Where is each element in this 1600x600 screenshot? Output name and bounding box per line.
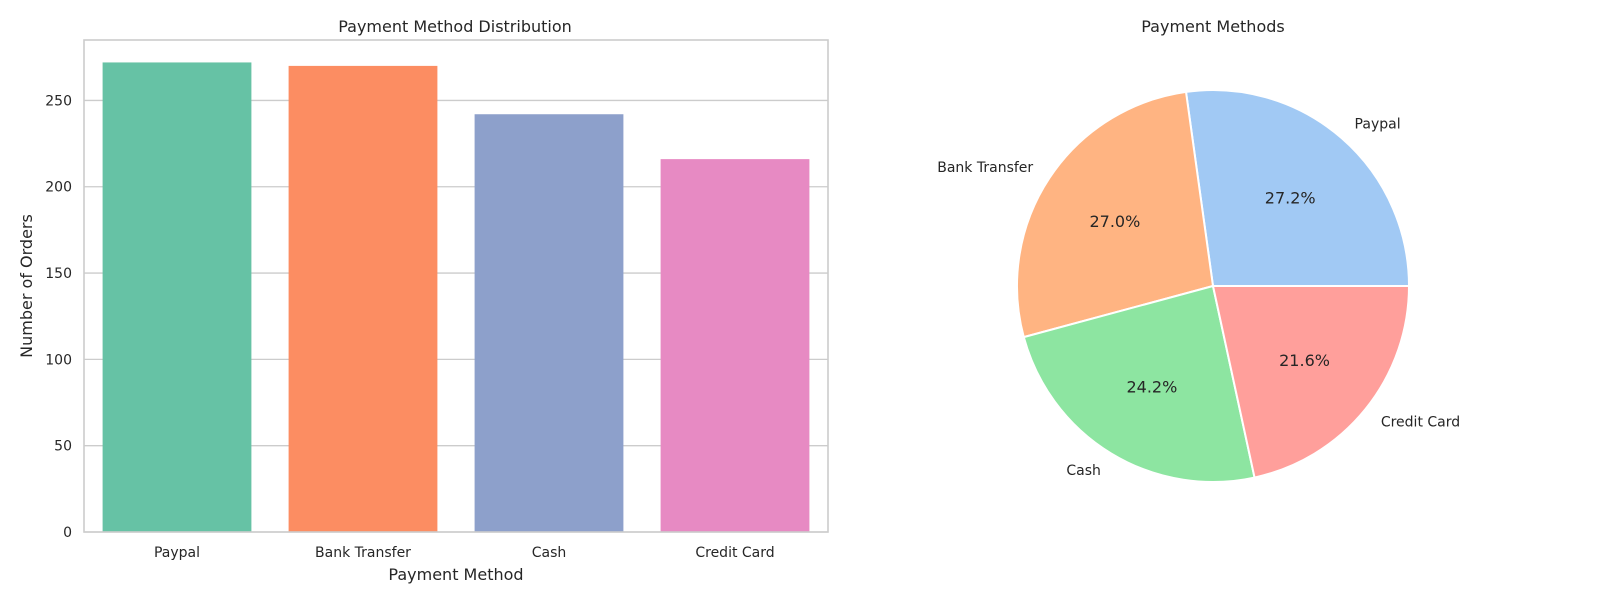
x-tick-label: Paypal	[154, 545, 200, 561]
pie-category-label: Bank Transfer	[937, 160, 1033, 176]
bar-chart: Payment Method Distribution 0 50 100 150 200…	[17, 17, 829, 584]
bar	[288, 65, 438, 532]
bar-chart-title: Payment Method Distribution	[338, 17, 572, 36]
pie-chart-title: Payment Methods	[1141, 17, 1284, 36]
pie-slice	[1184, 89, 1411, 287]
y-tick-label: 250	[45, 93, 72, 109]
pie-slices	[1016, 89, 1411, 483]
bar	[102, 62, 252, 532]
pie-slice	[1016, 90, 1215, 339]
y-tick-label: 0	[63, 525, 72, 541]
bar-series	[102, 62, 810, 533]
x-tick-labels: Paypal Bank Transfer Cash Credit Card	[154, 545, 775, 561]
x-axis-label: Payment Method	[388, 565, 523, 584]
pie-category-label: Paypal	[1355, 116, 1401, 132]
pie-chart: Payment Methods 27.2% Paypal 27.0% Bank Tra…	[937, 17, 1460, 483]
x-tick-label: Bank Transfer	[315, 545, 411, 561]
x-tick-label: Cash	[532, 545, 567, 561]
y-tick-label: 200	[45, 180, 72, 196]
pie-percent-label: 24.2%	[1126, 377, 1177, 396]
pie-category-label: Credit Card	[1381, 414, 1460, 430]
bar	[660, 159, 810, 532]
plot-frame	[83, 39, 829, 533]
pie-slice	[1211, 285, 1411, 479]
y-tick-label: 150	[45, 266, 72, 282]
pie-category-label: Cash	[1066, 463, 1101, 479]
y-axis-label: Number of Orders	[17, 214, 36, 358]
y-tick-labels: 0 50 100 150 200 250	[45, 93, 72, 541]
x-tick-label: Credit Card	[695, 545, 774, 561]
bar	[474, 114, 624, 533]
pie-percent-label: 21.6%	[1279, 351, 1330, 370]
pie-percent-label: 27.0%	[1089, 212, 1140, 231]
y-tick-label: 50	[54, 439, 72, 455]
y-tick-label: 100	[45, 352, 72, 368]
pie-percent-label: 27.2%	[1265, 188, 1316, 207]
pie-labels: 27.2% Paypal 27.0% Bank Transfer 24.2% Cash 21…	[937, 116, 1460, 479]
pie-slice	[1022, 284, 1256, 483]
